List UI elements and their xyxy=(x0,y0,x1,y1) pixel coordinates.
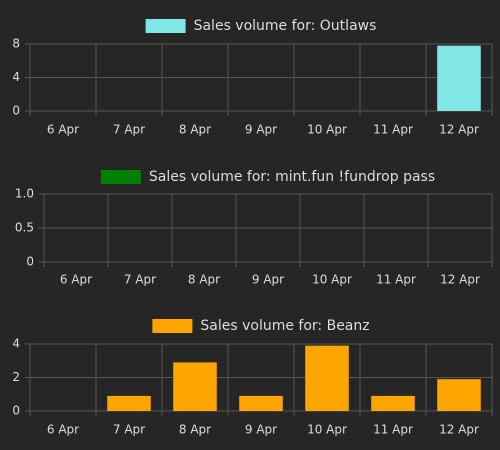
x-tick-label: 7 Apr xyxy=(124,273,156,287)
y-tick-label: 0.5 xyxy=(15,221,34,235)
x-tick-label: 11 Apr xyxy=(373,123,413,137)
y-tick-label: 2 xyxy=(12,370,20,384)
x-tick-label: 6 Apr xyxy=(47,423,79,437)
x-tick-label: 8 Apr xyxy=(188,273,220,287)
legend-label: Sales volume for: Outlaws xyxy=(194,18,377,34)
y-tick-label: 8 xyxy=(12,37,20,51)
bar xyxy=(437,45,481,111)
y-tick-label: 0 xyxy=(12,104,20,118)
bar xyxy=(107,395,151,411)
bar xyxy=(305,345,349,411)
x-tick-label: 6 Apr xyxy=(60,273,92,287)
bar xyxy=(437,379,481,411)
x-tick-label: 10 Apr xyxy=(312,273,352,287)
y-tick-label: 0 xyxy=(26,255,34,269)
x-tick-label: 12 Apr xyxy=(439,423,479,437)
x-tick-label: 9 Apr xyxy=(252,273,284,287)
x-tick-label: 10 Apr xyxy=(307,123,347,137)
x-tick-label: 11 Apr xyxy=(376,273,416,287)
x-tick-label: 9 Apr xyxy=(245,423,277,437)
y-tick-label: 4 xyxy=(12,337,20,351)
bar xyxy=(173,362,217,411)
legend-label: Sales volume for: Beanz xyxy=(200,318,369,334)
y-tick-label: 1.0 xyxy=(15,187,34,201)
y-tick-label: 4 xyxy=(12,70,20,84)
bar xyxy=(239,395,283,411)
legend-swatch xyxy=(152,319,193,333)
x-tick-label: 8 Apr xyxy=(179,123,211,137)
legend-swatch xyxy=(100,170,141,184)
x-tick-label: 12 Apr xyxy=(439,123,479,137)
bar xyxy=(371,395,415,411)
x-tick-label: 11 Apr xyxy=(373,423,413,437)
x-tick-label: 12 Apr xyxy=(440,273,480,287)
x-tick-label: 8 Apr xyxy=(179,423,211,437)
x-tick-label: 10 Apr xyxy=(307,423,347,437)
legend-swatch xyxy=(145,19,186,33)
x-tick-label: 6 Apr xyxy=(47,123,79,137)
legend-label: Sales volume for: mint.fun !fundrop pass xyxy=(149,169,435,185)
y-tick-label: 0 xyxy=(12,404,20,418)
x-tick-label: 7 Apr xyxy=(113,123,145,137)
x-tick-label: 7 Apr xyxy=(113,423,145,437)
x-tick-label: 9 Apr xyxy=(245,123,277,137)
